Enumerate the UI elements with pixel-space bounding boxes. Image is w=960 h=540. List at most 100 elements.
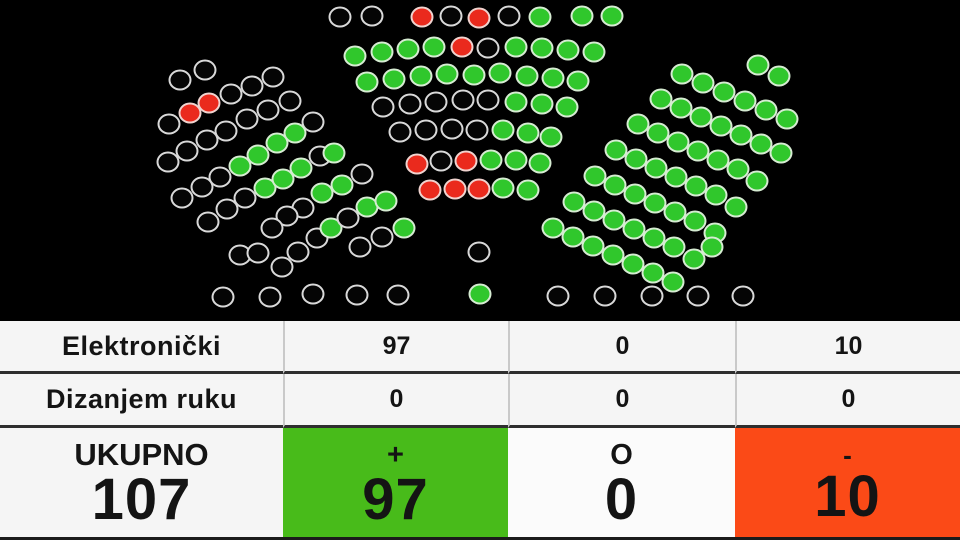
electronic-for-count: 97 [283, 321, 508, 374]
seat-dot-empty [414, 119, 438, 141]
abstain-sign: O [610, 439, 633, 471]
row-byhand-label: Dizanjem ruku [0, 374, 283, 428]
total-against-cell: - 10 [735, 428, 960, 540]
seat-dot-for [669, 97, 693, 119]
seat-dot-for [516, 122, 540, 144]
seat-dot-for [409, 65, 433, 87]
seat-dot-for [726, 158, 750, 180]
seat-dot-empty [429, 150, 453, 172]
seat-dot-for [649, 88, 673, 110]
seat-dot-for [491, 119, 515, 141]
seat-dot-against [467, 7, 491, 29]
seat-dot-empty [278, 90, 302, 112]
seat-dot-for [530, 37, 554, 59]
byhand-against-count: 0 [735, 374, 960, 428]
seat-dot-for [662, 236, 686, 258]
seat-dot-empty [398, 93, 422, 115]
seat-dot-empty [686, 285, 710, 307]
seat-dot-empty [256, 99, 280, 121]
seat-dot-empty [260, 217, 284, 239]
seat-dot-empty [386, 284, 410, 306]
seat-dot-against [454, 150, 478, 172]
seat-dot-for [561, 226, 585, 248]
seat-dot-empty [360, 5, 384, 27]
seat-dot-empty [345, 284, 369, 306]
seat-dot-for [646, 122, 670, 144]
row-electronic-label: Elektronički [0, 321, 283, 374]
seat-dot-against [178, 102, 202, 124]
seat-dot-empty [156, 151, 180, 173]
seat-dot-for [541, 67, 565, 89]
seat-dot-empty [440, 118, 464, 140]
seat-dot-for [488, 62, 512, 84]
seat-dot-for [603, 174, 627, 196]
minus-sign: - [843, 440, 852, 470]
seat-dot-for [228, 155, 252, 177]
seat-dot-for [624, 148, 648, 170]
seat-dot-against [450, 36, 474, 58]
total-for-cell: + 97 [283, 428, 508, 540]
seat-dot-for [504, 149, 528, 171]
seat-dot-empty [640, 285, 664, 307]
seat-dot-against [197, 92, 221, 114]
seat-dot-for [462, 64, 486, 86]
seat-dot-empty [208, 166, 232, 188]
seat-dot-for [664, 166, 688, 188]
total-cell: UKUPNO 107 [0, 428, 283, 540]
seat-dot-empty [301, 283, 325, 305]
seat-dot-empty [546, 285, 570, 307]
total-for-count: 97 [362, 467, 429, 532]
seat-dot-empty [350, 163, 374, 185]
seat-dot-empty [348, 236, 372, 258]
seat-dot-for [528, 152, 552, 174]
seat-dot-empty [190, 176, 214, 198]
seat-dot-for [604, 139, 628, 161]
seat-dot-for [775, 108, 799, 130]
seat-dot-empty [497, 5, 521, 27]
seat-dot-against [405, 153, 429, 175]
seat-dot-for [670, 63, 694, 85]
seat-dot-for [382, 68, 406, 90]
seat-dot-for [749, 133, 773, 155]
seat-dot-for [491, 177, 515, 199]
seat-dot-against [418, 179, 442, 201]
seat-dot-for [422, 36, 446, 58]
seat-dot-for [746, 54, 770, 76]
seat-dot-empty [258, 286, 282, 308]
seat-dot-for [582, 41, 606, 63]
seat-dot-for [623, 183, 647, 205]
seat-dot-empty [476, 37, 500, 59]
total-abstain-cell: O 0 [508, 428, 735, 540]
seat-dot-for [253, 177, 277, 199]
seat-dot-empty [370, 226, 394, 248]
seat-dot-for [691, 72, 715, 94]
seat-dot-empty [301, 111, 325, 133]
seat-dot-for [663, 201, 687, 223]
plus-sign: + [387, 439, 404, 471]
seat-dot-empty [451, 89, 475, 111]
seat-dot-for [570, 5, 594, 27]
seat-dot-for [355, 71, 379, 93]
seat-dot-for [516, 179, 540, 201]
seat-dot-for [396, 38, 420, 60]
seat-dot-empty [270, 256, 294, 278]
seat-dot-empty [157, 113, 181, 135]
seat-dot-for [626, 113, 650, 135]
electronic-against-count: 10 [735, 321, 960, 374]
seat-dot-empty [731, 285, 755, 307]
seat-dot-empty [336, 207, 360, 229]
seat-dot-for [504, 91, 528, 113]
seat-dot-for [289, 157, 313, 179]
seat-dot-for [622, 218, 646, 240]
seat-dot-for [769, 142, 793, 164]
seat-dot-for [370, 41, 394, 63]
seat-dot-for [581, 235, 605, 257]
seat-dot-for [602, 209, 626, 231]
seat-dot-for [435, 63, 459, 85]
seat-dot-for [541, 217, 565, 239]
seat-dot-for [621, 253, 645, 275]
seat-dot-for [689, 106, 713, 128]
seat-dot-for [479, 149, 503, 171]
seat-dot-for [754, 99, 778, 121]
seat-dot-empty [175, 140, 199, 162]
